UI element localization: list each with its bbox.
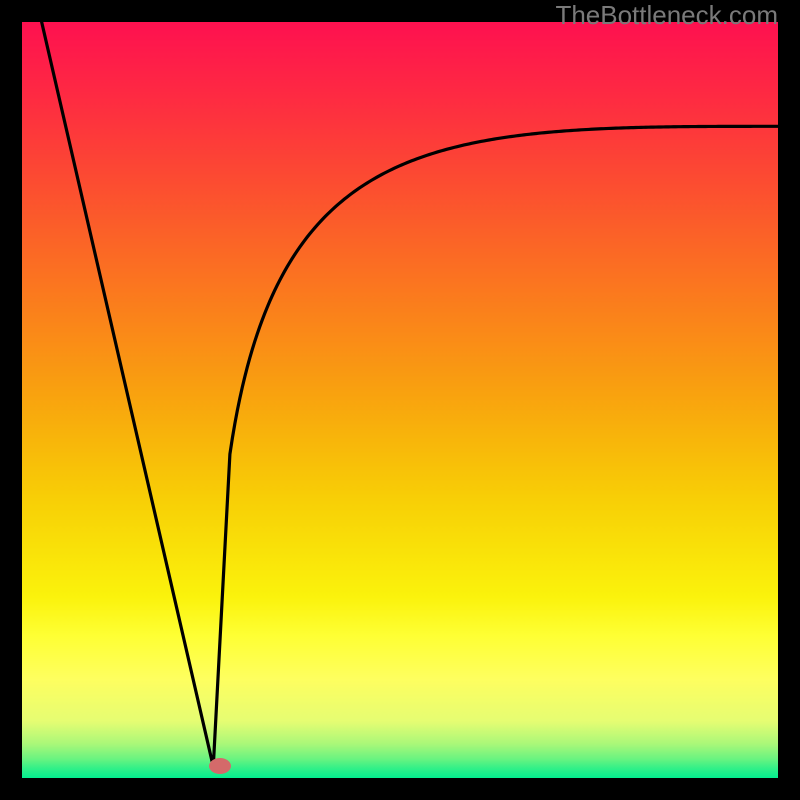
plot-area [22, 22, 778, 778]
bottleneck-curve [22, 22, 778, 778]
watermark-text: TheBottleneck.com [555, 0, 778, 31]
